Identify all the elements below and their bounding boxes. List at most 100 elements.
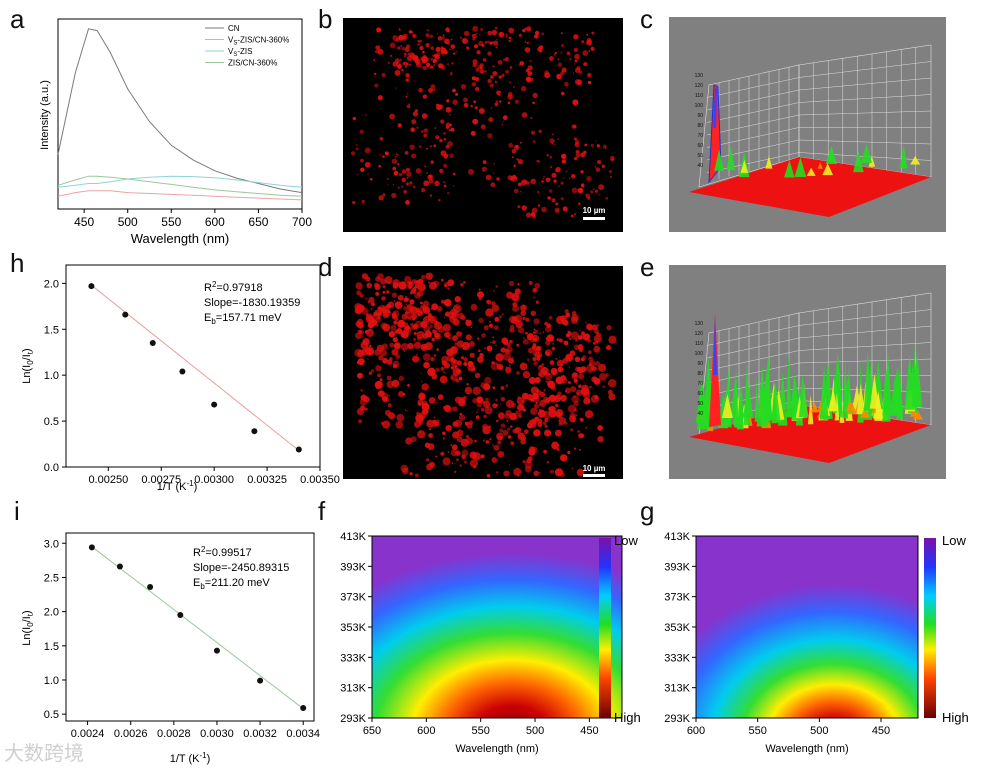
surface-e-peak bbox=[846, 399, 854, 412]
micrograph-b-particles bbox=[350, 25, 615, 219]
micrograph-particle bbox=[493, 162, 495, 165]
micrograph-particle bbox=[382, 155, 385, 158]
micrograph-particle bbox=[382, 290, 386, 294]
chart-i-point bbox=[257, 677, 264, 684]
micrograph-particle bbox=[574, 356, 581, 362]
micrograph-particle bbox=[390, 324, 397, 331]
micrograph-particle bbox=[435, 320, 438, 323]
chart-i-xtick-label: 0.0032 bbox=[243, 728, 277, 740]
micrograph-particle bbox=[495, 344, 497, 347]
micrograph-particle bbox=[393, 183, 395, 185]
micrograph-particle bbox=[428, 178, 434, 184]
chart-i-point bbox=[116, 563, 123, 570]
surface-e-peak bbox=[721, 394, 733, 419]
micrograph-particle bbox=[505, 70, 509, 74]
micrograph-particle bbox=[479, 63, 484, 68]
surface-e-z-tick-label: 130 bbox=[695, 321, 704, 327]
micrograph-particle bbox=[438, 199, 441, 202]
surface-e-peak bbox=[912, 410, 923, 420]
micrograph-particle bbox=[556, 359, 564, 367]
micrograph-particle bbox=[538, 129, 542, 133]
micrograph-particle bbox=[537, 354, 541, 358]
micrograph-particle bbox=[405, 73, 410, 78]
micrograph-particle bbox=[400, 45, 403, 47]
micrograph-particle bbox=[513, 86, 515, 88]
micrograph-particle bbox=[509, 412, 517, 421]
micrograph-particle bbox=[476, 411, 478, 414]
micrograph-particle bbox=[505, 33, 508, 36]
micrograph-particle bbox=[426, 64, 429, 67]
micrograph-particle bbox=[472, 62, 477, 68]
micrograph-particle bbox=[531, 207, 538, 214]
micrograph-particle bbox=[401, 177, 406, 183]
micrograph-particle bbox=[395, 155, 397, 158]
micrograph-particle bbox=[492, 71, 498, 76]
micrograph-particle bbox=[551, 172, 557, 178]
micrograph-particle bbox=[539, 49, 543, 53]
surface-c-gridline bbox=[706, 139, 800, 161]
micrograph-particle bbox=[439, 375, 448, 384]
micrograph-particle bbox=[364, 113, 367, 116]
micrograph-particle bbox=[574, 63, 576, 65]
micrograph-particle bbox=[549, 155, 553, 159]
micrograph-particle bbox=[515, 145, 519, 149]
micrograph-particle bbox=[529, 60, 532, 62]
micrograph-particle bbox=[479, 352, 483, 357]
micrograph-particle bbox=[575, 414, 578, 417]
micrograph-particle bbox=[435, 455, 438, 458]
micrograph-particle bbox=[494, 325, 499, 331]
micrograph-particle bbox=[365, 328, 374, 337]
micrograph-particle bbox=[491, 361, 495, 365]
micrograph-particle bbox=[397, 163, 400, 166]
micrograph-particle bbox=[554, 468, 564, 477]
chart-h-xtick-label: 0.00350 bbox=[300, 474, 340, 486]
micrograph-particle bbox=[594, 361, 601, 367]
micrograph-particle bbox=[391, 192, 397, 199]
micrograph-particle bbox=[449, 48, 451, 50]
micrograph-particle bbox=[355, 147, 359, 151]
micrograph-particle bbox=[525, 317, 530, 322]
micrograph-particle bbox=[419, 415, 425, 421]
micrograph-particle bbox=[423, 180, 430, 187]
micrograph-particle bbox=[485, 174, 492, 181]
micrograph-particle bbox=[532, 357, 537, 362]
micrograph-particle bbox=[405, 78, 410, 82]
micrograph-particle bbox=[415, 168, 422, 174]
micrograph-particle bbox=[490, 182, 496, 188]
micrograph-particle bbox=[422, 65, 427, 71]
micrograph-particle bbox=[593, 345, 601, 353]
micrograph-particle bbox=[511, 293, 520, 302]
micrograph-particle bbox=[357, 358, 365, 366]
micrograph-particle bbox=[505, 366, 508, 369]
micrograph-particle bbox=[560, 71, 565, 76]
micrograph-particle bbox=[578, 347, 584, 352]
micrograph-particle bbox=[377, 48, 384, 55]
micrograph-particle bbox=[508, 27, 515, 34]
micrograph-particle bbox=[528, 419, 537, 428]
micrograph-particle bbox=[517, 404, 524, 411]
micrograph-particle bbox=[375, 45, 381, 50]
micrograph-particle bbox=[387, 301, 395, 309]
micrograph-particle bbox=[554, 429, 562, 437]
micrograph-particle bbox=[549, 336, 552, 339]
micrograph-particle bbox=[536, 159, 539, 163]
micrograph-particle bbox=[404, 55, 406, 57]
micrograph-particle bbox=[516, 158, 519, 161]
micrograph-particle bbox=[483, 383, 491, 391]
micrograph-particle bbox=[400, 464, 409, 473]
micrograph-particle bbox=[528, 80, 531, 83]
chart-a-frame bbox=[57, 18, 303, 210]
micrograph-particle bbox=[386, 375, 392, 381]
surface-e-z-ticks: 130 120 110 100 90 80 70 60 50 40 bbox=[695, 321, 704, 417]
micrograph-particle bbox=[577, 430, 580, 433]
micrograph-particle bbox=[508, 36, 512, 40]
micrograph-particle bbox=[435, 367, 440, 372]
surface-e-main-peak-top bbox=[713, 315, 717, 375]
micrograph-particle bbox=[386, 177, 389, 180]
chart-i-point bbox=[147, 584, 154, 591]
micrograph-particle bbox=[545, 380, 548, 383]
micrograph-particle bbox=[576, 79, 583, 86]
heatmap-g-ytick-label: 393K bbox=[664, 561, 690, 573]
micrograph-particle bbox=[598, 363, 607, 372]
heatmap-g-xtick-label: 550 bbox=[748, 725, 766, 737]
